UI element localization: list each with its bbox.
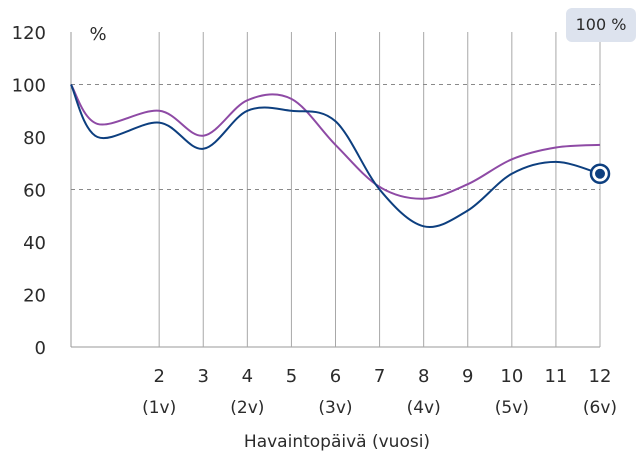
x-tick-label: 2 bbox=[153, 366, 164, 387]
x-tick-label: 12 bbox=[589, 366, 612, 387]
series-line bbox=[70, 84, 601, 228]
y-tick-label: 20 bbox=[23, 286, 46, 307]
x-axis-ticks: 2 (1v) 3 4 (2v) 5 6 (3v) 7 8 (4v) 9 10 (5v) 11 12 (6v) bbox=[142, 366, 617, 418]
x-tick-label: 7 bbox=[374, 366, 385, 387]
y-tick-label: 100 bbox=[12, 76, 46, 97]
y-unit-label: % bbox=[89, 24, 106, 45]
y-tick-label: 60 bbox=[23, 181, 46, 202]
x-tick-label: 10 bbox=[500, 366, 523, 387]
chart-series bbox=[70, 83, 611, 228]
x-tick-label: 3 bbox=[198, 366, 209, 387]
y-tick-label: 0 bbox=[35, 338, 46, 359]
x-tick-sublabel: (6v) bbox=[583, 398, 617, 418]
x-tick-sublabel: (1v) bbox=[142, 398, 176, 418]
y-tick-label: 40 bbox=[23, 233, 46, 254]
x-tick-label: 8 bbox=[418, 366, 429, 387]
x-axis-title: Havaintopäivä (vuosi) bbox=[244, 432, 430, 452]
x-tick-label: 9 bbox=[462, 366, 473, 387]
end-point-marker-dot bbox=[595, 168, 605, 179]
x-tick-sublabel: (5v) bbox=[495, 398, 529, 418]
x-tick-sublabel: (2v) bbox=[230, 398, 264, 418]
x-tick-label: 11 bbox=[544, 366, 567, 387]
x-tick-sublabel: (3v) bbox=[318, 398, 352, 418]
y-tick-label: 120 bbox=[12, 23, 46, 44]
y-tick-label: 80 bbox=[23, 128, 46, 149]
x-tick-label: 5 bbox=[286, 366, 297, 387]
end-value-badge: 100 % bbox=[566, 8, 636, 42]
y-axis-ticks: 0 20 40 60 80 100 120 bbox=[12, 23, 46, 359]
x-tick-label: 4 bbox=[242, 366, 253, 387]
x-tick-label: 6 bbox=[330, 366, 341, 387]
series-line bbox=[70, 83, 601, 200]
x-tick-sublabel: (4v) bbox=[407, 398, 441, 418]
chart-gridlines bbox=[70, 32, 601, 348]
